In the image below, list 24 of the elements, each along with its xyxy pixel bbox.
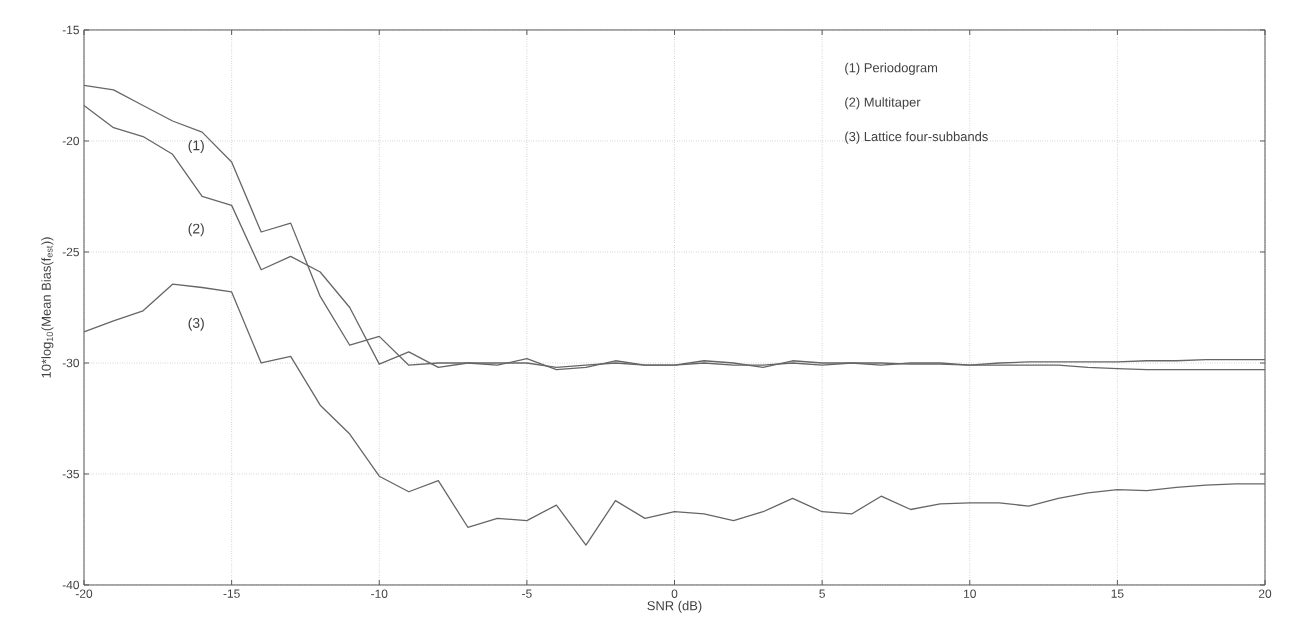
y-tick-label: -35	[62, 469, 79, 479]
y-tick-label: -25	[62, 247, 79, 257]
y-axis-title: 10*log$_{10}$(Mean Bias(f$_{est}$))	[41, 237, 54, 378]
annotation: (1) Periodogram	[845, 62, 938, 75]
annotation: (3)	[188, 317, 204, 331]
annotation: (2)	[188, 223, 204, 237]
x-tick-label: 15	[1111, 589, 1124, 598]
line-series	[83, 283, 1266, 546]
x-tick-label: 20	[1258, 589, 1272, 598]
x-axis-title: SNR (dB)	[647, 600, 702, 613]
x-tick-label: 0	[671, 589, 678, 598]
annotation: (1)	[188, 140, 204, 154]
y-tick-label: -30	[62, 358, 80, 368]
x-tick-label: 5	[819, 589, 825, 598]
x-tick-label: 10	[964, 589, 976, 598]
annotation: (3) Lattice four-subbands	[845, 131, 988, 144]
x-tick-label: -15	[223, 589, 240, 598]
y-tick-label: -15	[62, 25, 79, 35]
x-tick-label: -5	[522, 589, 532, 598]
y-tick-label: -20	[62, 136, 80, 146]
x-tick-label: -10	[371, 589, 388, 598]
x-tick-label: -20	[75, 589, 93, 598]
y-tick-label: -40	[62, 580, 80, 590]
annotation: (2) Multitaper	[845, 97, 921, 110]
